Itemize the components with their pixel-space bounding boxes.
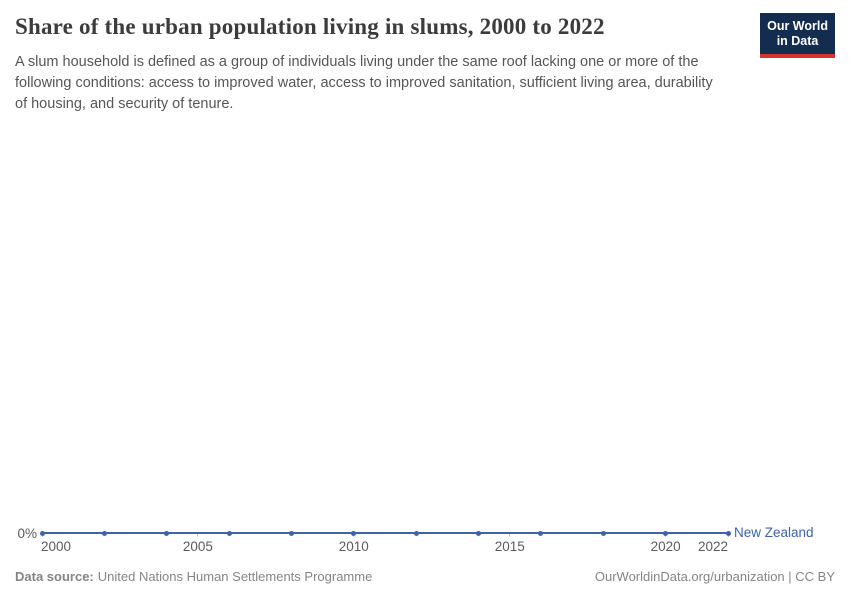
series-line-new-zealand — [42, 532, 728, 534]
data-point-2008 — [288, 531, 294, 536]
data-point-2000 — [39, 531, 45, 536]
x-axis-tick-label: 2000 — [41, 539, 72, 554]
data-point-2020 — [663, 531, 669, 536]
subtitle-line: A slum household is defined as a group o… — [15, 54, 699, 70]
data-point-2012 — [413, 531, 419, 536]
x-axis-tick-label: 2022 — [697, 539, 728, 554]
data-point-2022 — [725, 531, 731, 536]
attribution-link: OurWorldinData.org/urbanization | CC BY — [594, 569, 835, 584]
data-point-2018 — [600, 531, 606, 536]
owid-logo-line2: in Data — [776, 34, 819, 48]
x-axis-tick-label: 2020 — [650, 539, 681, 554]
data-point-2006 — [226, 531, 232, 536]
data-point-2016 — [538, 531, 544, 536]
owid-logo-line1: Our World — [767, 19, 828, 33]
x-axis-tick — [509, 533, 511, 537]
data-source-label: Data source: — [15, 569, 94, 584]
entity-label-new-zealand: New Zealand — [734, 525, 814, 540]
page-title: Share of the urban population living in … — [15, 14, 605, 39]
y-axis-zero-label: 0% — [17, 526, 37, 541]
x-axis-tick-label: 2015 — [494, 539, 525, 554]
x-axis-tick-label: 2005 — [182, 539, 213, 554]
x-axis-tick — [197, 533, 199, 537]
data-source-value: United Nations Human Settlements Program… — [97, 569, 373, 584]
data-source: Data source: United Nations Human Settlem… — [15, 569, 372, 584]
data-point-2004 — [164, 531, 170, 536]
x-axis-tick-label: 2010 — [338, 539, 369, 554]
data-point-2010 — [351, 531, 357, 536]
owid-logo: Our World in Data — [760, 13, 835, 58]
data-point-2014 — [476, 531, 482, 536]
subtitle-line: of housing, and security of tenure. — [15, 96, 234, 112]
chart-subtitle: A slum household is defined as a group o… — [15, 52, 713, 115]
subtitle-line: following conditions: access to improved… — [15, 75, 713, 91]
data-point-2002 — [101, 531, 107, 536]
